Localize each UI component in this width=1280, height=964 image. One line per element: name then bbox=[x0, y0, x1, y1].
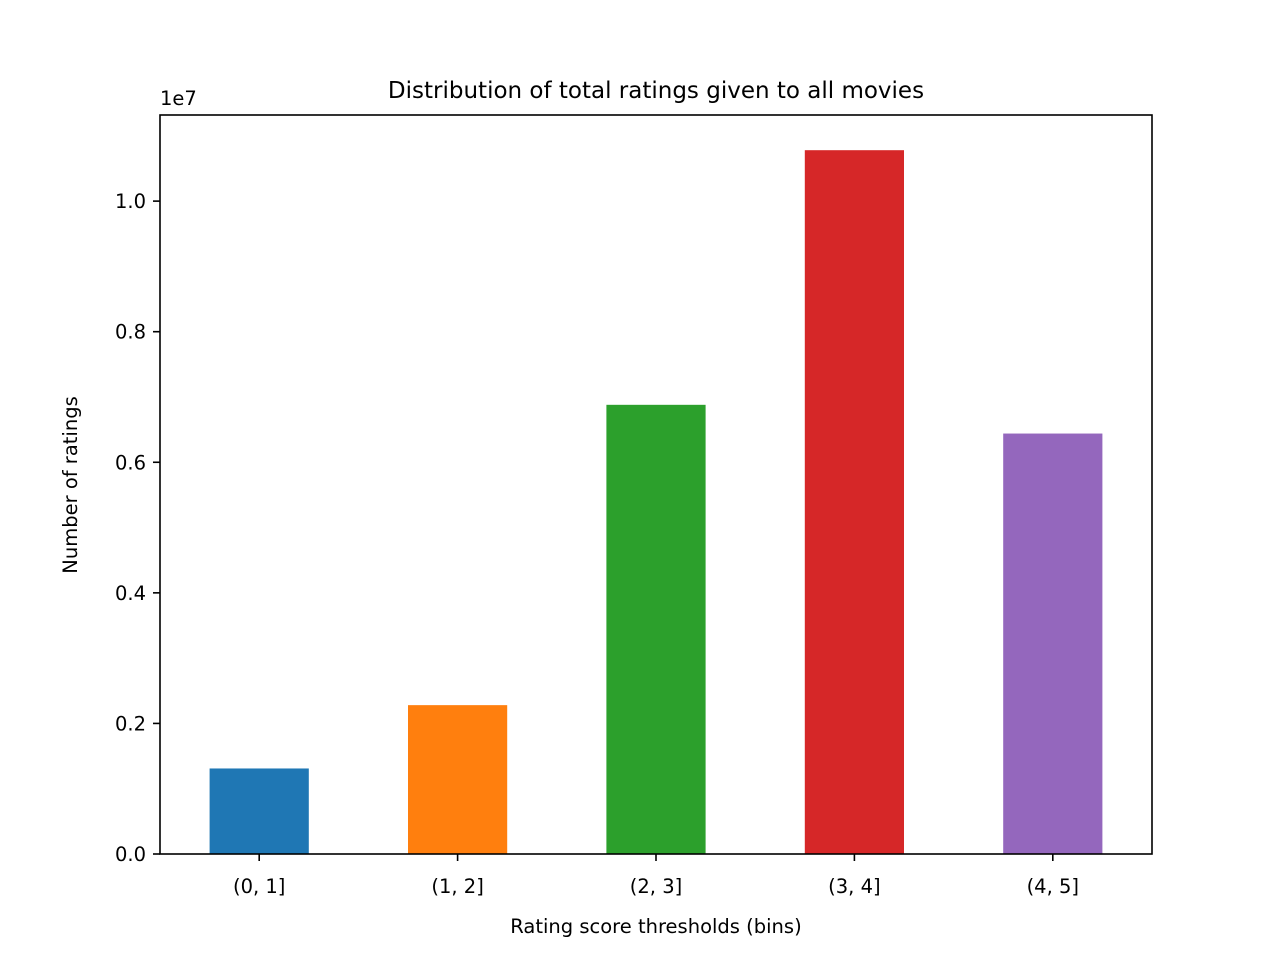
x-tick-label-4: (3, 4] bbox=[828, 875, 880, 898]
bar-1 bbox=[209, 768, 309, 854]
y-tick-label-2: 0.2 bbox=[115, 712, 146, 735]
y-axis-offset-label: 1e7 bbox=[160, 87, 197, 110]
y-tick-label-4: 0.6 bbox=[115, 451, 146, 474]
chart-title: Distribution of total ratings given to a… bbox=[388, 78, 924, 104]
y-axis-label: Number of ratings bbox=[59, 396, 82, 573]
x-tick-label-3: (2, 3] bbox=[630, 875, 682, 898]
bar-2 bbox=[408, 705, 508, 854]
y-tick-label-6: 1.0 bbox=[115, 190, 146, 213]
x-tick-label-5: (4, 5] bbox=[1027, 875, 1079, 898]
x-axis-label: Rating score thresholds (bins) bbox=[510, 915, 801, 938]
y-tick-label-5: 0.8 bbox=[115, 321, 146, 344]
bar-5 bbox=[1003, 433, 1103, 854]
x-tick-label-1: (0, 1] bbox=[233, 875, 285, 898]
y-tick-label-3: 0.4 bbox=[115, 582, 146, 605]
bars-group bbox=[209, 150, 1103, 854]
y-tick-label-1: 0.0 bbox=[115, 843, 146, 866]
bar-4 bbox=[804, 150, 904, 854]
x-tick-label-2: (1, 2] bbox=[431, 875, 483, 898]
axes-group: (0, 1] (1, 2] (2, 3] (3, 4] (4, 5] 0.0 0.2 0.4 0… bbox=[115, 114, 1153, 898]
bar-3 bbox=[606, 404, 706, 854]
